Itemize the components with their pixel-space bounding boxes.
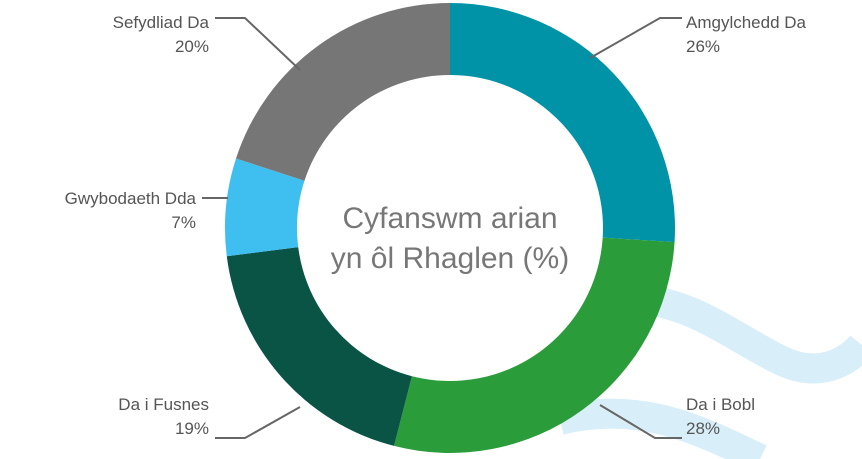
chart: Amgylchedd Da 26% Da i Bobl 28% Da i Fusnes 1… xyxy=(0,0,862,459)
donut-slice xyxy=(236,3,450,181)
slice-value-label: 28% xyxy=(686,419,720,438)
slice-label: Amgylchedd Da xyxy=(686,13,807,32)
donut-slice xyxy=(227,247,412,446)
slice-value-label: 7% xyxy=(171,213,196,232)
slice-label: Gwybodaeth Dda xyxy=(65,189,197,208)
slice-label: Da i Fusnes xyxy=(118,395,209,414)
leader-line xyxy=(590,18,682,58)
leader-line xyxy=(215,407,300,438)
slice-label: Da i Bobl xyxy=(686,395,755,414)
slice-value-label: 19% xyxy=(175,419,209,438)
center-text: Cyfanswm arian xyxy=(342,202,557,235)
slice-value-label: 26% xyxy=(686,37,720,56)
slice-value-label: 20% xyxy=(175,37,209,56)
center-text: yn ôl Rhaglen (%) xyxy=(331,242,569,275)
leader-line xyxy=(215,18,300,70)
slice-label: Sefydliad Da xyxy=(113,13,210,32)
